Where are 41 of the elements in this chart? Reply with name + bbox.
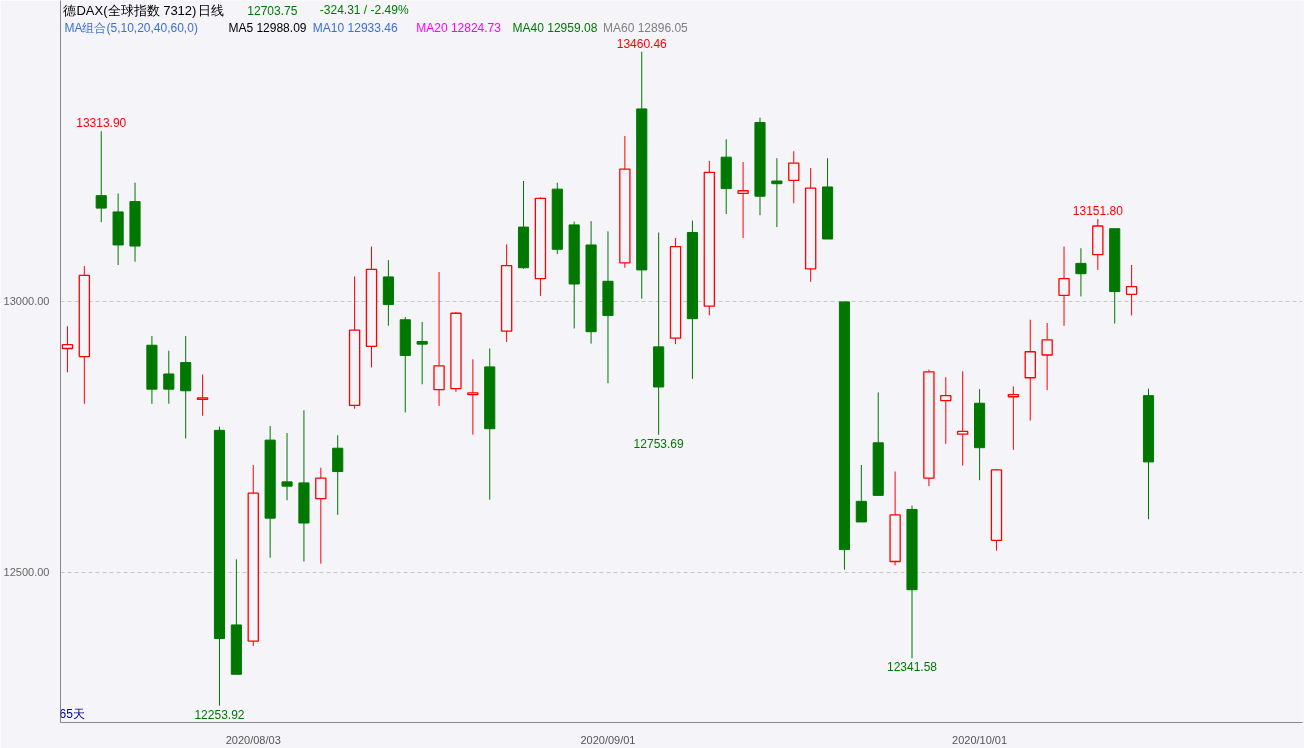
candlestick (315, 467, 327, 565)
annotation: 12753.69 (633, 436, 684, 451)
annotation: MA20 12824.73 (416, 21, 502, 36)
candlestick (332, 434, 344, 516)
candlestick (1041, 322, 1053, 391)
annotation: 65天 (59, 706, 85, 721)
x-tick-label: 2020/08/03 (225, 733, 281, 746)
candlestick (1075, 247, 1087, 297)
annotation: 13313.90 (76, 116, 127, 131)
candlestick (416, 321, 428, 385)
candlestick (956, 370, 969, 467)
annotation: 13151.80 (1072, 204, 1124, 219)
annotation: MA40 12959.08 (512, 21, 598, 36)
candlestick (1058, 246, 1070, 327)
annotation: MA5 12988.09 (228, 21, 307, 36)
annotation: MA10 12933.46 (312, 21, 398, 36)
candlestick (433, 271, 445, 407)
candlestick (788, 150, 800, 204)
annotation: -324.31 / -2.49% (319, 3, 409, 18)
annotation: 13460.46 (616, 36, 668, 51)
candlestick (940, 376, 952, 445)
chart-subtitle: 日线 (197, 2, 224, 18)
chart-title: 德DAX(全球指数 7312) (63, 2, 197, 18)
candlestick (196, 374, 209, 417)
candlestick (281, 432, 293, 501)
candlestick (1125, 264, 1138, 316)
x-tick-label: 2020/10/01 (952, 733, 1008, 746)
annotation: 12253.92 (194, 707, 245, 722)
candlestick (467, 358, 479, 436)
y-tick-label: 13000.00 (3, 295, 50, 308)
annotation: MA组合(5,10,20,40,60,0) (64, 21, 198, 36)
y-tick-label: 12500.00 (3, 566, 50, 579)
candlestick (95, 130, 107, 223)
annotation: 12341.58 (886, 660, 938, 675)
x-tick-label: 2020/09/01 (580, 733, 636, 746)
annotation: MA60 12896.05 (603, 21, 689, 36)
candlestick (737, 161, 749, 239)
candlestick (771, 157, 783, 228)
candlestick (855, 464, 867, 523)
annotation: 12703.75 (247, 3, 298, 18)
candlestick (163, 350, 175, 405)
